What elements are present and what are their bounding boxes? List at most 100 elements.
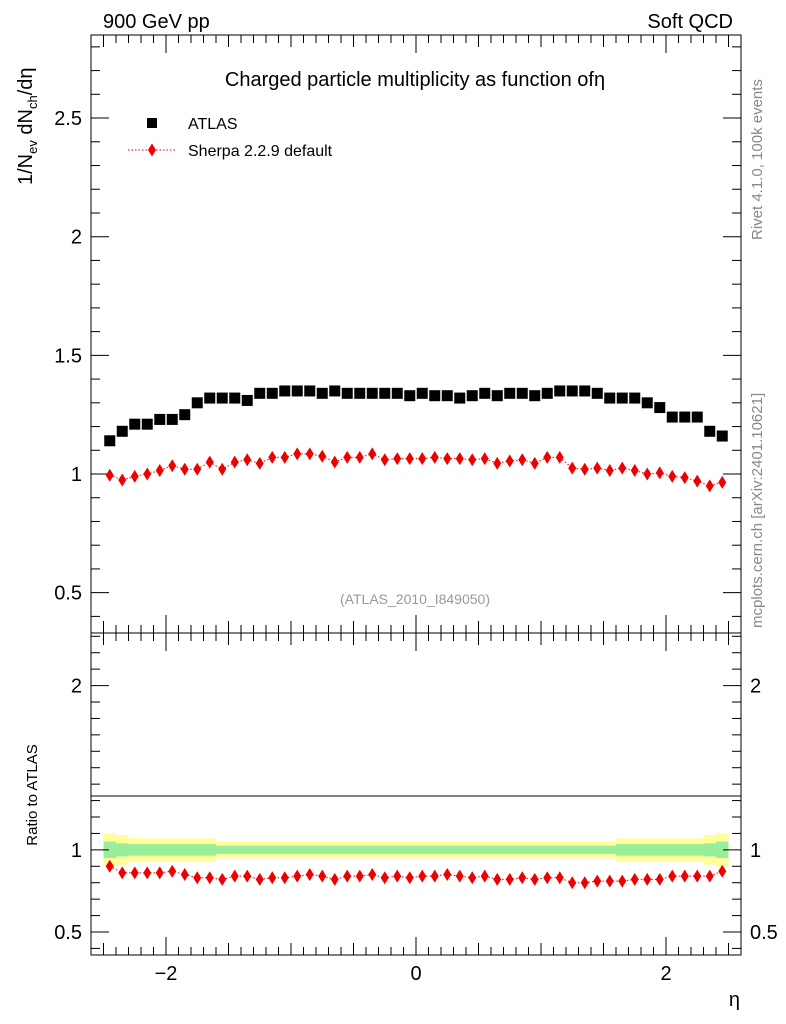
stat-band	[103, 841, 116, 859]
ratio-point	[193, 871, 202, 885]
y-tick-label: 1	[71, 464, 82, 486]
ratio-point	[130, 866, 139, 880]
ratio-point	[718, 864, 727, 878]
atlas-point	[441, 390, 453, 402]
ratio-point	[568, 876, 577, 890]
atlas-point	[366, 387, 378, 399]
ratio-point	[393, 869, 402, 883]
sherpa-point	[630, 463, 639, 477]
sherpa-point	[705, 479, 714, 493]
y-tick-label: 1.5	[54, 345, 82, 367]
ratio-point	[330, 872, 339, 886]
atlas-point	[154, 413, 166, 425]
x-tick-label: 0	[410, 963, 421, 985]
atlas-point	[416, 387, 428, 399]
ratio-point	[168, 864, 177, 878]
atlas-point	[129, 418, 141, 430]
atlas-point	[391, 387, 403, 399]
atlas-point	[629, 392, 641, 404]
ratio-xtick-labels: −2 0 2	[155, 963, 672, 985]
ratio-point	[593, 874, 602, 888]
y-tick-label: 2	[71, 227, 82, 249]
ratio-point	[380, 871, 389, 885]
sherpa-point	[693, 474, 702, 488]
ratio-point	[543, 871, 552, 885]
atlas-point	[504, 387, 516, 399]
sherpa-point	[305, 447, 314, 461]
y-tick-label: 0.5	[54, 922, 82, 944]
sherpa-point	[230, 455, 239, 469]
y-tick-label: 0.5	[54, 583, 82, 605]
ratio-point	[143, 866, 152, 880]
atlas-point	[591, 387, 603, 399]
main-data	[104, 385, 728, 493]
atlas-point	[716, 430, 728, 442]
atlas-point	[691, 411, 703, 423]
atlas-point	[491, 390, 503, 402]
ratio-point	[255, 872, 264, 886]
sherpa-point	[555, 450, 564, 464]
ratio-point	[405, 871, 414, 885]
ratio-line	[109, 865, 723, 884]
ratio-point	[418, 869, 427, 883]
sherpa-point	[330, 455, 339, 469]
ratio-point	[280, 871, 289, 885]
ratio-point	[118, 866, 127, 880]
atlas-point	[354, 387, 366, 399]
atlas-point	[666, 411, 678, 423]
ratio-point	[668, 869, 677, 883]
main-title: Charged particle multiplicity as functio…	[225, 69, 605, 91]
ratio-point	[705, 869, 714, 883]
stat-band	[616, 844, 704, 856]
ratio-point	[643, 872, 652, 886]
sherpa-point	[193, 462, 202, 476]
ratio-point	[343, 869, 352, 883]
atlas-point	[241, 394, 253, 406]
stat-band	[716, 841, 729, 859]
sherpa-point	[568, 461, 577, 475]
legend-atlas-label: ATLAS	[188, 116, 238, 133]
ratio-point	[480, 869, 489, 883]
atlas-point	[579, 385, 591, 397]
ratio-point	[455, 869, 464, 883]
sherpa-point	[143, 467, 152, 481]
y-tick-label-right: 1	[750, 840, 761, 862]
sherpa-point	[155, 463, 164, 477]
atlas-point	[429, 390, 441, 402]
legend-sherpa-label: Sherpa 2.2.9 default	[188, 143, 333, 160]
ratio-frame	[90, 632, 742, 956]
ratio-ylabel: Ratio to ATLAS	[24, 744, 41, 845]
sherpa-point	[105, 468, 114, 482]
ratio-point	[530, 872, 539, 886]
sherpa-point	[168, 459, 177, 473]
main-ytick-labels: 0.5 1 1.5 2 2.5	[54, 108, 82, 605]
stat-band	[116, 843, 129, 857]
atlas-point	[191, 397, 203, 409]
y-tick-label-right: 0.5	[750, 922, 778, 944]
sherpa-point	[530, 456, 539, 470]
sherpa-point	[518, 453, 527, 467]
atlas-point	[216, 392, 228, 404]
ratio-point	[105, 859, 114, 873]
atlas-point	[116, 425, 128, 437]
ratio-point	[430, 869, 439, 883]
legend: ATLAS Sherpa 2.2.9 default	[128, 116, 333, 160]
sherpa-point	[280, 450, 289, 464]
category-label: Soft QCD	[647, 11, 733, 33]
ratio-point	[505, 872, 514, 886]
atlas-point	[466, 390, 478, 402]
atlas-point	[704, 425, 716, 437]
main-ylabel: 1/Nev dNch/dη	[15, 67, 40, 185]
sherpa-point	[343, 450, 352, 464]
ratio-point	[493, 872, 502, 886]
ratio-point	[205, 871, 214, 885]
mcplots-label: mcplots.cern.ch [arXiv:2401.10621]	[749, 393, 766, 628]
ratio-point	[655, 872, 664, 886]
atlas-point	[329, 385, 341, 397]
sherpa-point	[718, 475, 727, 489]
main-ticks	[91, 35, 741, 633]
legend-sherpa-marker	[148, 143, 156, 157]
sherpa-point	[130, 469, 139, 483]
stat-band	[128, 844, 216, 856]
ratio-point	[605, 874, 614, 888]
